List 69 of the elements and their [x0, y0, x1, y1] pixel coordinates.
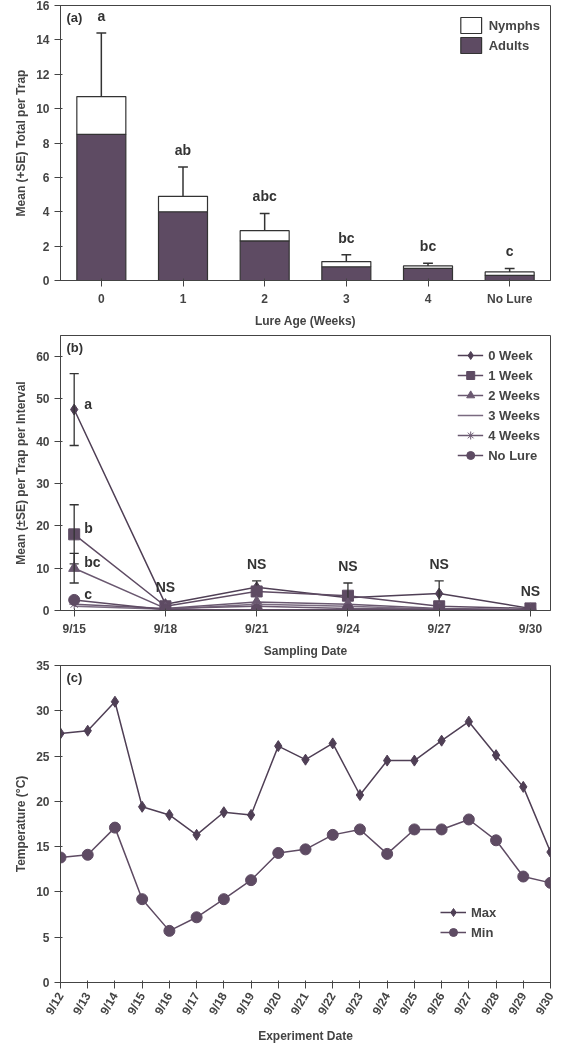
annotation: (b)	[66, 339, 84, 355]
annotation: c	[505, 243, 514, 260]
legend-label: 2 Weeks	[488, 387, 540, 403]
annotation: (c)	[66, 669, 83, 685]
y-tick-label: 10	[36, 885, 50, 900]
y-tick-label: 6	[42, 170, 50, 185]
annotation: NS	[246, 555, 267, 572]
x-axis-title: Sampling Date	[263, 643, 348, 658]
y-tick-label: 40	[36, 434, 50, 449]
y-tick-label: 15	[36, 840, 50, 855]
legend-label: No Lure	[488, 447, 538, 463]
y-tick-label: 35	[36, 659, 50, 673]
y-tick-label: 5	[42, 930, 50, 945]
annotation: bc	[84, 554, 101, 571]
x-tick-label: 9/18	[153, 621, 178, 636]
x-tick-label: 9/30	[518, 621, 543, 636]
y-tick-label: 12	[36, 67, 50, 82]
legend-label: Adults	[488, 37, 530, 53]
y-tick-label: 30	[36, 477, 50, 492]
x-tick-label: 1	[179, 291, 187, 306]
legend-label: 0 Week	[488, 347, 533, 363]
annotation: (a)	[66, 9, 83, 25]
y-tick-label: 8	[42, 136, 50, 151]
x-tick-label: 9/27	[427, 621, 452, 636]
y-tick-label: 0	[42, 976, 50, 990]
annotation: a	[97, 8, 106, 24]
x-tick-label: 9/15	[62, 621, 87, 636]
y-tick-label: 10	[36, 102, 50, 117]
annotation: ab	[174, 142, 192, 159]
legend-label: 4 Weeks	[488, 427, 540, 443]
y-tick-label: 2	[42, 239, 50, 254]
x-axis-title: Lure Age (Weeks)	[254, 313, 356, 328]
annotation: bc	[419, 238, 437, 255]
x-tick-label: No Lure	[487, 291, 533, 306]
annotation: NS	[520, 583, 541, 600]
x-tick-label: 9/21	[245, 621, 269, 636]
legend-label: Nymphs	[488, 17, 540, 33]
y-tick-label: 20	[36, 794, 50, 809]
legend-label: 1 Week	[488, 367, 533, 383]
legend-label: Max	[471, 904, 497, 920]
legend-label: Min	[471, 924, 494, 940]
annotation: bc	[338, 229, 355, 246]
x-tick-label: 2	[261, 291, 269, 306]
legend-label: 3 Weeks	[488, 407, 540, 423]
x-tick-label: 9/24	[336, 621, 360, 636]
y-tick-label: 10	[36, 561, 50, 576]
y-axis-title: Mean (±SE) per Trap per Interval	[14, 381, 29, 565]
y-tick-label: 30	[36, 704, 50, 719]
y-axis-title: Mean (+SE) Total per Trap	[14, 69, 29, 217]
annotation: a	[84, 395, 93, 412]
y-tick-label: 14	[36, 33, 50, 48]
annotation: abc	[252, 188, 277, 205]
y-axis-title: Temperature (°C)	[14, 775, 29, 873]
annotation: NS	[429, 555, 449, 572]
annotation: c	[84, 585, 93, 602]
y-tick-label: 50	[36, 392, 50, 407]
y-tick-label: 4	[42, 205, 50, 220]
x-tick-label: 3	[343, 291, 350, 306]
y-tick-label: 0	[42, 604, 50, 618]
y-tick-label: 60	[36, 350, 50, 365]
x-tick-label: 4	[424, 291, 432, 306]
y-tick-label: 16	[36, 0, 50, 13]
x-tick-label: 0	[98, 291, 105, 306]
annotation: NS	[338, 558, 358, 574]
annotation: b	[84, 520, 93, 537]
y-tick-label: 20	[36, 519, 50, 534]
x-axis-title: Experiment Date	[258, 1028, 354, 1043]
y-tick-label: 0	[42, 274, 50, 288]
y-tick-label: 25	[36, 749, 50, 764]
